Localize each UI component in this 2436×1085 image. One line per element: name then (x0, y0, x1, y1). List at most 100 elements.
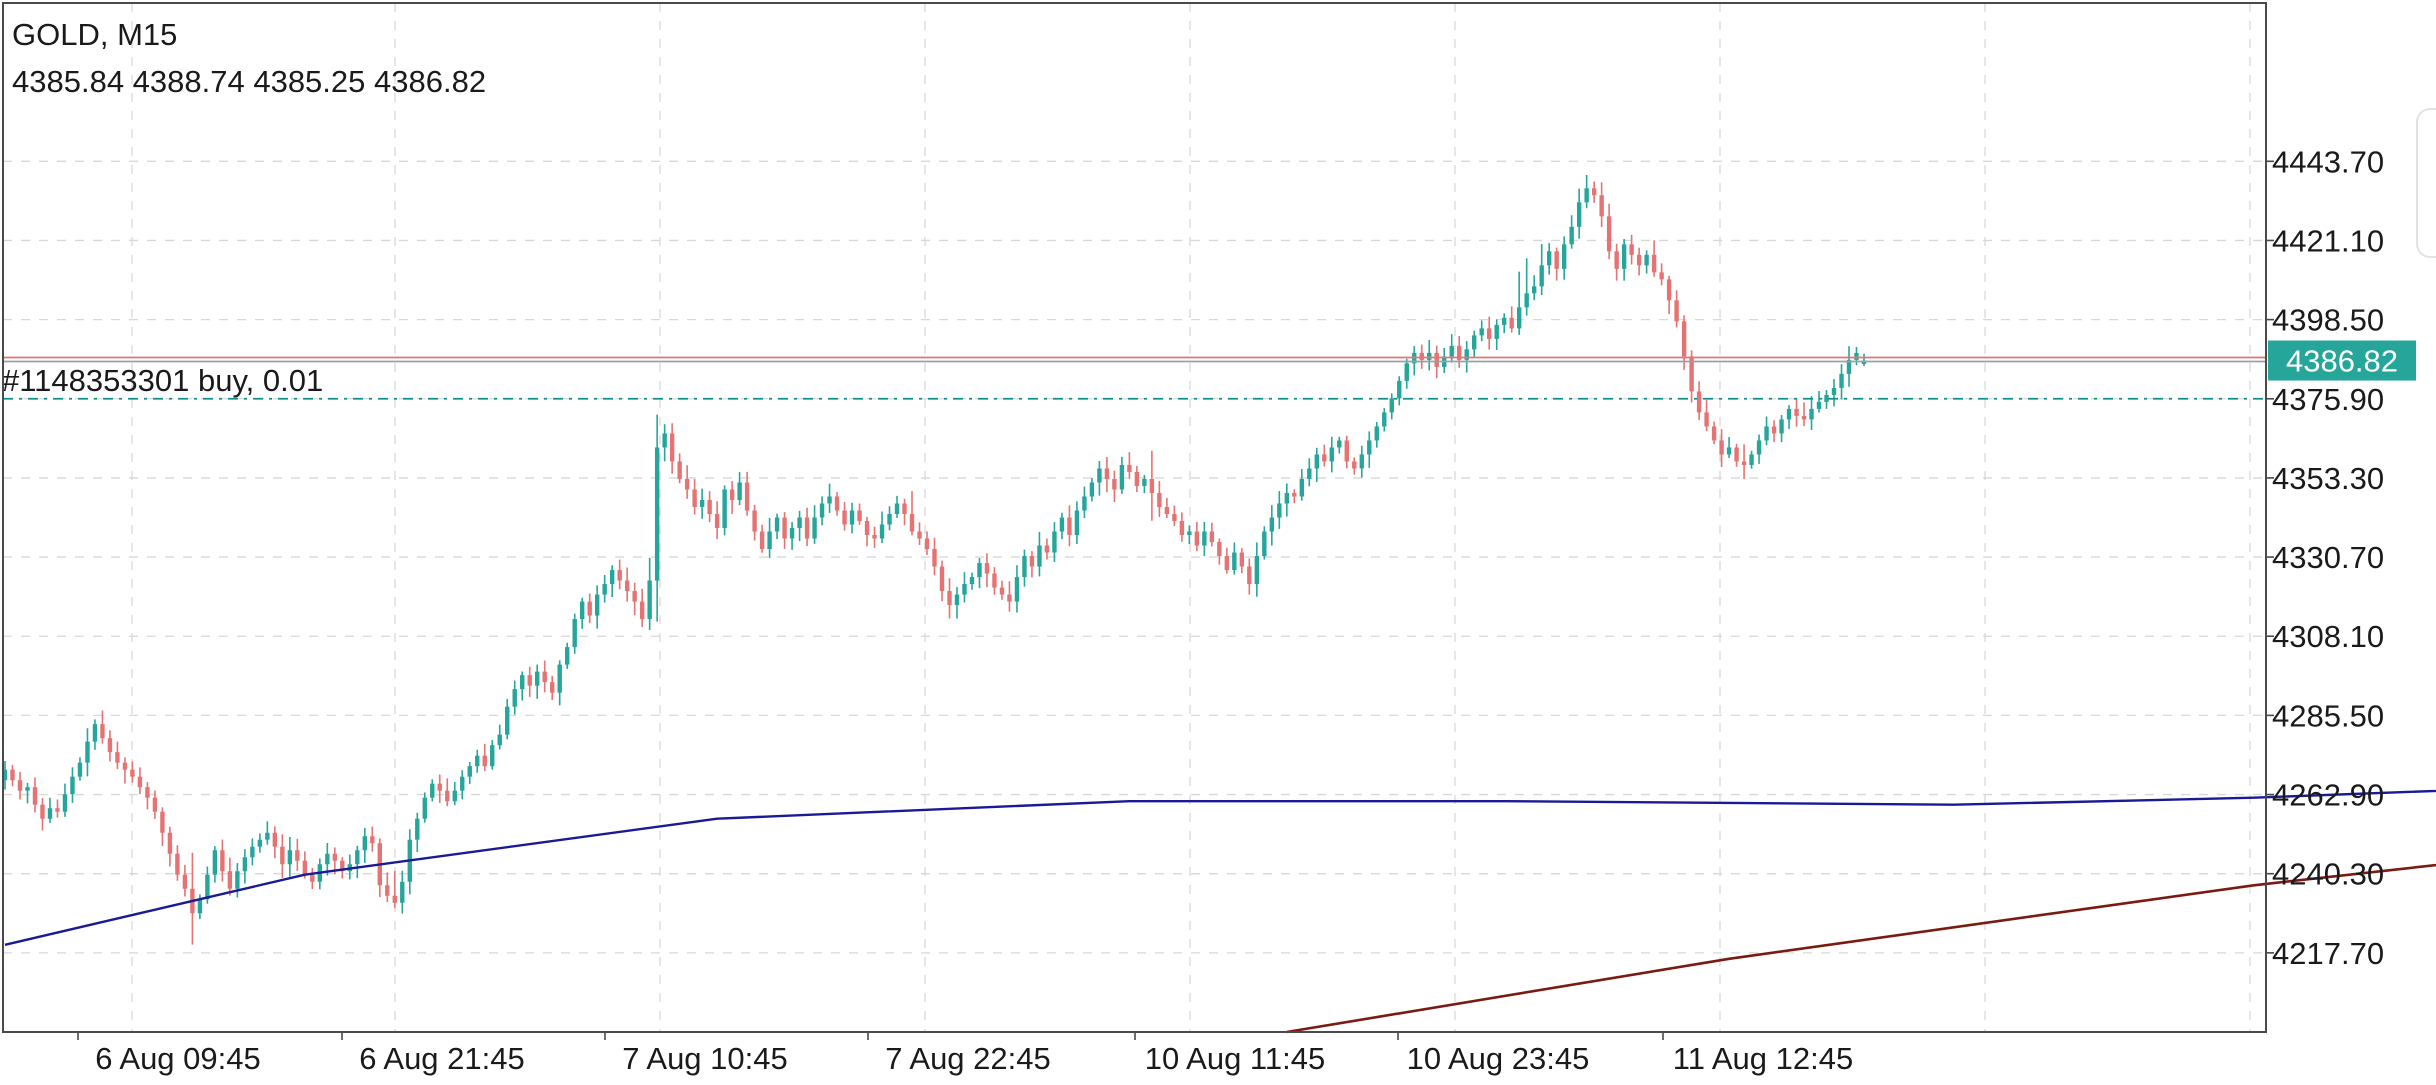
candle-body (1404, 363, 1409, 381)
candle (1142, 474, 1147, 494)
candle-body (1367, 440, 1372, 455)
candle (1546, 243, 1552, 275)
candle-body (175, 853, 180, 875)
candle-body (1629, 244, 1634, 255)
candle (77, 757, 83, 781)
candle-body (1524, 293, 1529, 308)
candle (25, 782, 30, 804)
candle-body (220, 850, 225, 872)
candle (842, 501, 847, 531)
candle-body (1382, 412, 1387, 427)
candle-body (1644, 254, 1649, 266)
candle (1022, 549, 1027, 587)
candle-body (1756, 440, 1762, 455)
candle (535, 664, 540, 699)
candle-body (235, 871, 240, 889)
candle (1337, 436, 1342, 454)
candle-body (287, 850, 293, 865)
candle-body (1704, 412, 1709, 427)
price-layer: 4386.82 (3, 340, 2416, 381)
candle (85, 728, 90, 777)
candle (617, 559, 622, 590)
candle (467, 761, 472, 784)
candle-body (864, 521, 870, 536)
position-label: #1148353301 buy, 0.01 (2, 363, 323, 398)
candle (385, 872, 390, 903)
candle-body (227, 871, 233, 889)
candle (594, 585, 600, 629)
candle-body (812, 517, 817, 539)
candle-body (145, 787, 150, 798)
candle (1539, 244, 1544, 296)
candle (639, 588, 645, 627)
side-panel-handle[interactable] (2416, 108, 2436, 258)
candle-body (1636, 254, 1642, 266)
candle (1674, 290, 1679, 328)
candle-body (1359, 454, 1364, 469)
y-tick-label: 4240.30 (2272, 857, 2384, 892)
candle-body (437, 783, 442, 791)
candle (744, 471, 750, 516)
candle-body (1307, 468, 1312, 479)
candle (1516, 271, 1522, 335)
candle (422, 792, 427, 823)
candle (1037, 531, 1042, 577)
candle-body (804, 517, 810, 539)
candle (1584, 174, 1589, 209)
candle (1127, 452, 1132, 480)
candle (632, 582, 637, 616)
candle-body (1337, 440, 1342, 448)
candle-body (1576, 202, 1582, 227)
candle-body (1569, 226, 1574, 245)
candle (1442, 348, 1447, 374)
candle-body (25, 787, 30, 791)
candle-body (1284, 492, 1290, 504)
candle-body (430, 783, 435, 798)
candle (1457, 335, 1462, 368)
candle (1322, 444, 1327, 467)
ma-slow-line (1286, 863, 2436, 1034)
candle (1756, 434, 1762, 464)
candle (1269, 505, 1275, 546)
candle-body (17, 780, 23, 791)
candle-body (212, 850, 218, 875)
candle-body (505, 706, 510, 735)
candle-body (1217, 542, 1222, 557)
candle (647, 557, 652, 630)
candle-body (1659, 272, 1664, 280)
candle-body (1479, 328, 1484, 336)
candle (1696, 381, 1702, 421)
candle-body (302, 860, 308, 875)
candle (40, 798, 45, 831)
candle-body (1389, 398, 1394, 413)
candle (1134, 465, 1140, 493)
candle (100, 710, 105, 744)
candle-body (609, 570, 615, 585)
candle-body (100, 724, 105, 739)
candle (1591, 181, 1597, 203)
candle-body (564, 647, 570, 665)
candle-body (1277, 503, 1282, 518)
candle-body (1427, 352, 1432, 360)
candle (295, 838, 300, 871)
candle-body (1794, 408, 1799, 416)
candle (774, 513, 780, 540)
y-tick-label: 4375.90 (2272, 382, 2384, 417)
candle (587, 593, 592, 624)
candle-body (1029, 556, 1035, 567)
candle (212, 846, 218, 883)
candle (797, 510, 802, 542)
candle-body (932, 549, 937, 567)
candle (287, 836, 293, 877)
candle-body (1606, 216, 1612, 252)
candle-body (310, 874, 315, 882)
candle (1831, 379, 1837, 407)
candle (812, 505, 817, 544)
candle-body (947, 591, 952, 606)
x-tick-label: 7 Aug 10:45 (622, 1041, 788, 1076)
candle-body (1052, 531, 1057, 553)
candle-body (1561, 244, 1567, 269)
candle-body (1209, 531, 1215, 543)
